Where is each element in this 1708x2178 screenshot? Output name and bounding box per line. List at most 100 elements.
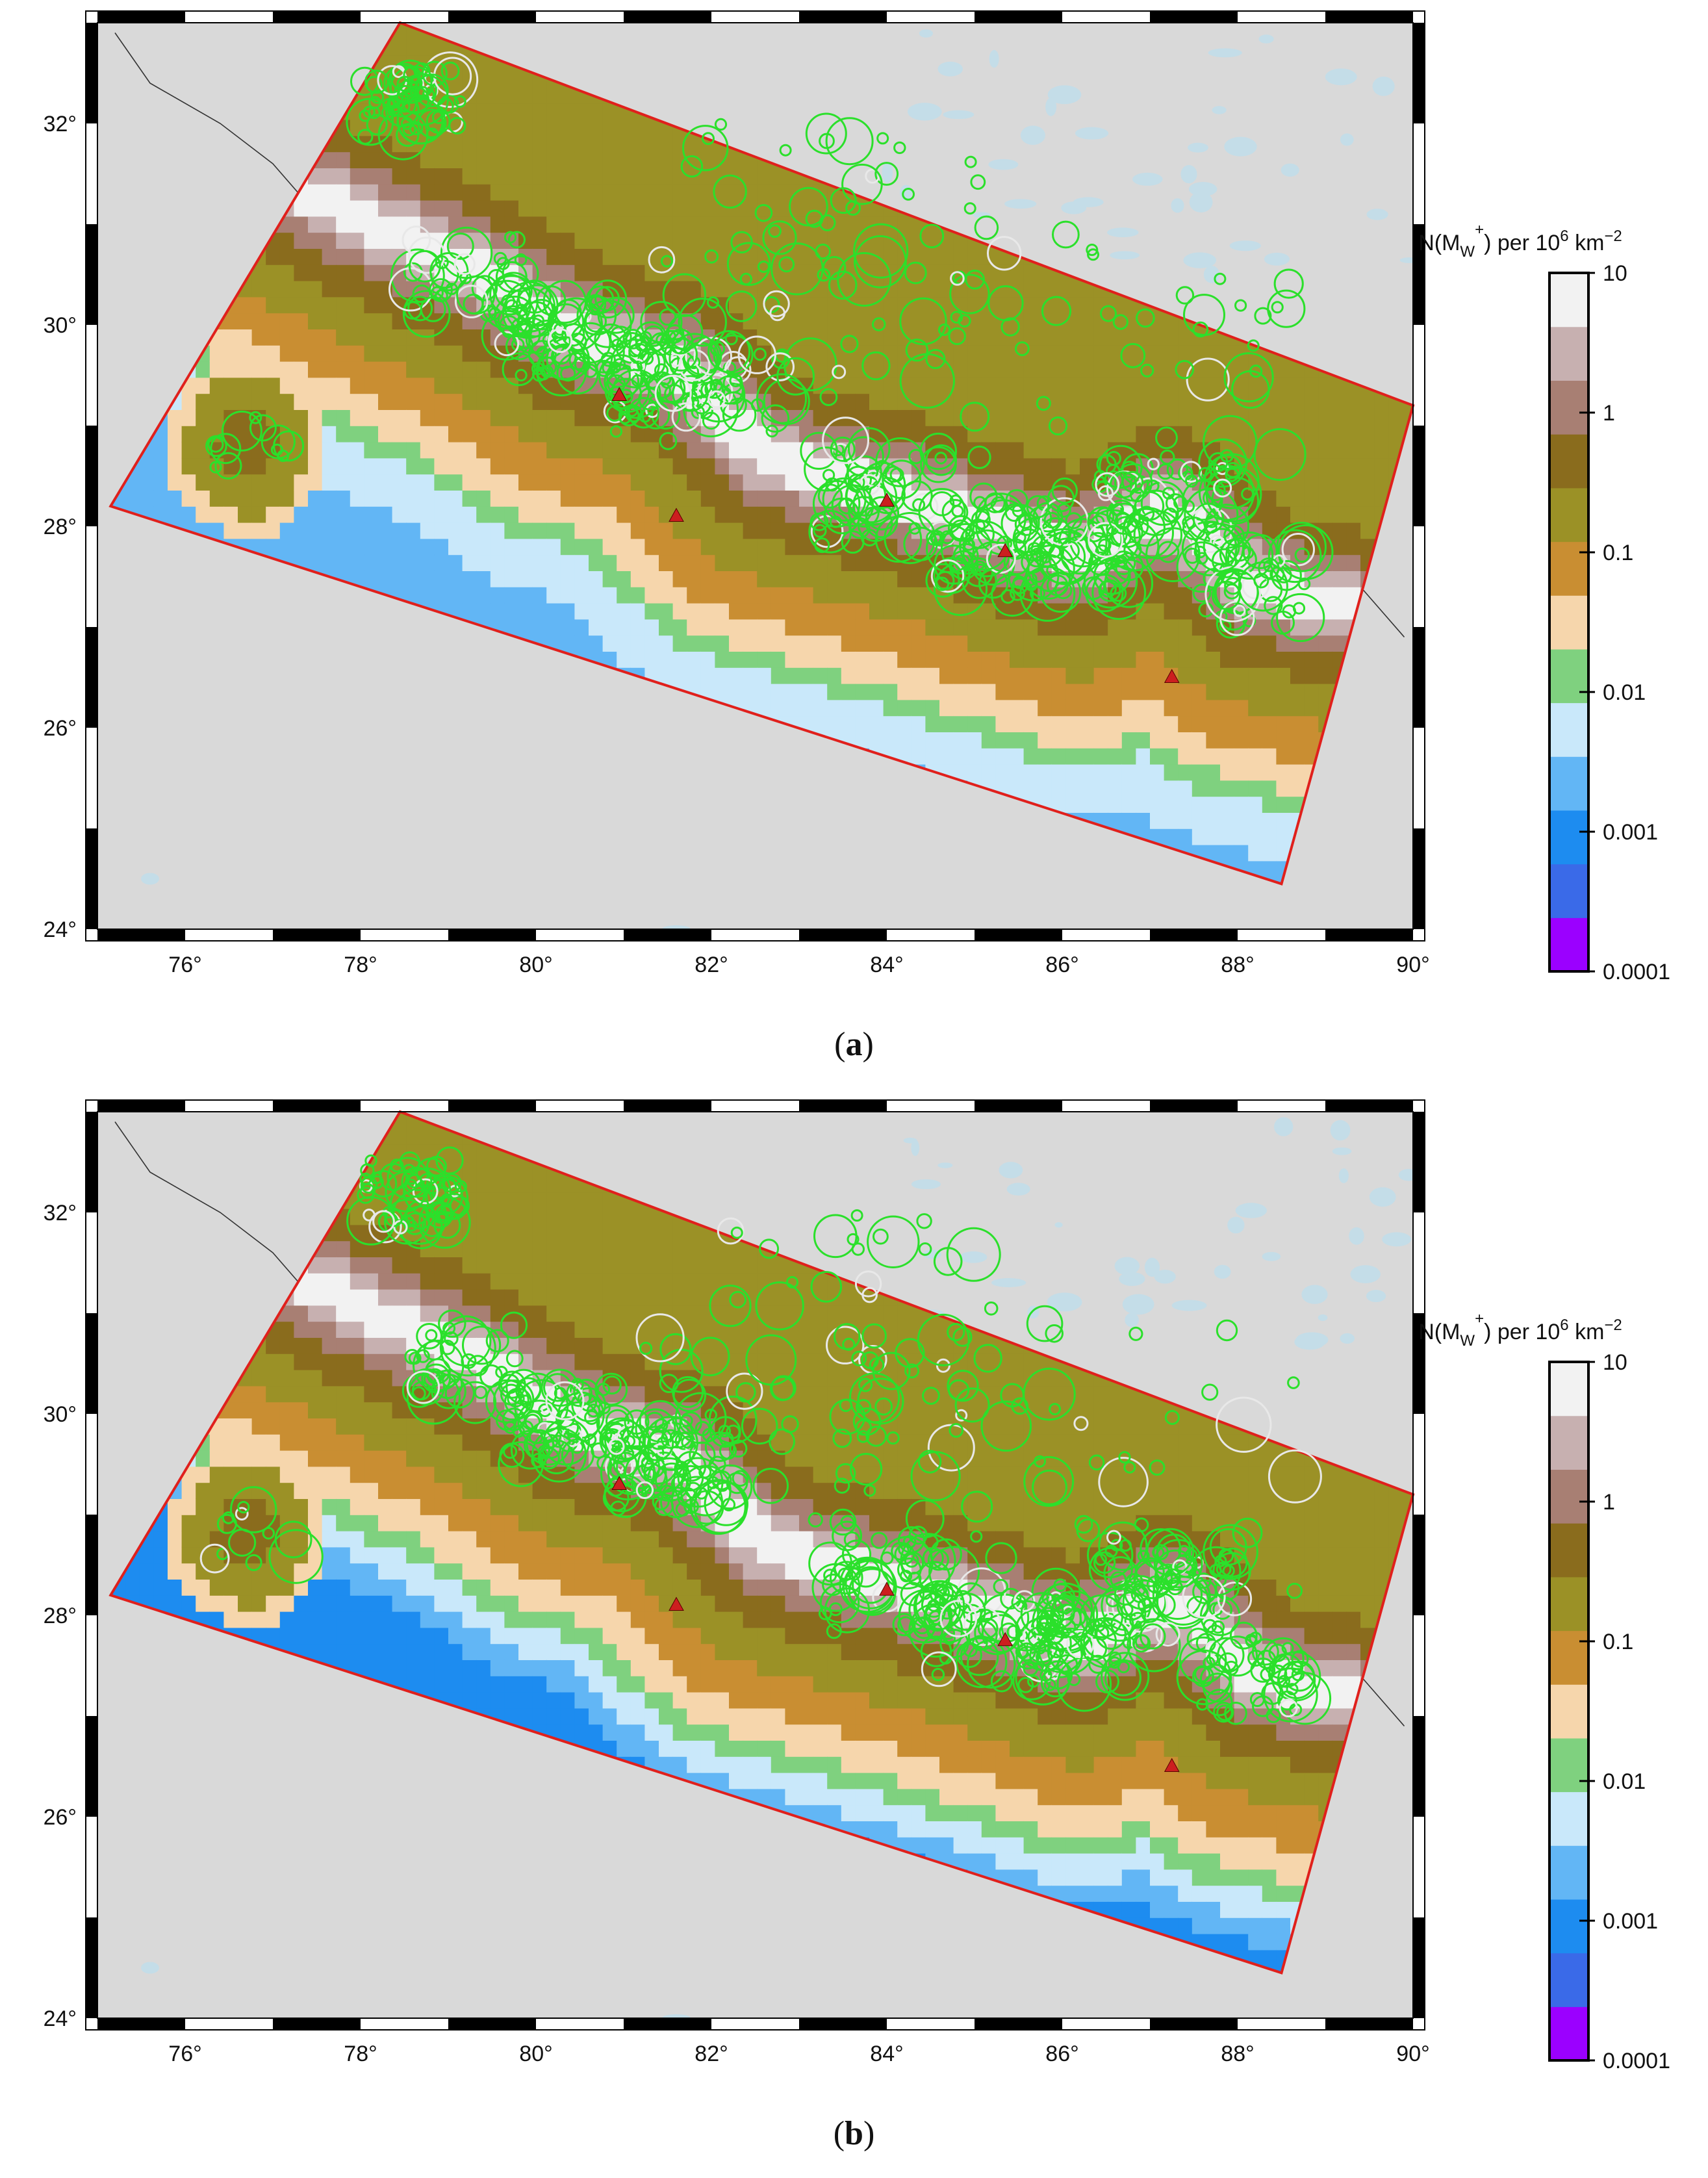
density-cell — [1262, 651, 1277, 668]
density-cell — [462, 135, 477, 153]
density-cell — [757, 554, 772, 571]
density-cell — [1290, 635, 1305, 652]
density-cell — [1220, 409, 1235, 426]
density-cell — [771, 506, 786, 523]
density-cell — [967, 345, 982, 362]
density-cell — [1304, 699, 1319, 717]
density-cell — [350, 409, 365, 426]
density-cell — [925, 377, 940, 394]
density-cell — [1108, 780, 1123, 797]
density-cell — [743, 490, 758, 507]
density-cell — [1304, 715, 1319, 732]
density-cell — [785, 441, 800, 459]
density-cell — [617, 119, 631, 136]
density-cell — [841, 602, 856, 620]
density-cell — [462, 55, 477, 72]
density-cell — [1010, 763, 1025, 781]
density-cell — [687, 199, 702, 217]
density-cell — [532, 248, 547, 265]
density-cell — [659, 602, 674, 620]
density-cell — [799, 409, 814, 426]
density-cell — [981, 313, 997, 329]
density-cell — [897, 280, 912, 298]
density-cell — [841, 715, 856, 732]
density-cell — [1164, 393, 1179, 410]
density-cell — [995, 699, 1010, 717]
density-cell — [813, 345, 828, 362]
density-cell — [602, 441, 617, 459]
density-cell — [574, 409, 589, 426]
density-cell — [1150, 313, 1165, 329]
density-cell — [546, 393, 561, 410]
density-cell — [350, 457, 365, 475]
density-cell — [1164, 763, 1179, 781]
density-cell — [560, 457, 576, 475]
density-cell — [1108, 345, 1123, 362]
density-cell — [1248, 635, 1263, 652]
density-cell — [1038, 441, 1052, 459]
density-cell — [518, 522, 533, 539]
density-cell — [1150, 699, 1165, 717]
density-cell — [546, 506, 561, 523]
density-cell — [981, 619, 997, 636]
density-cell — [967, 619, 982, 636]
density-cell — [168, 457, 183, 475]
density-cell — [813, 554, 828, 571]
density-cell — [406, 345, 421, 362]
density-cell — [1262, 828, 1277, 845]
density-cell — [420, 409, 435, 426]
density-cell — [617, 522, 631, 539]
density-cell — [1065, 296, 1080, 314]
density-cell — [602, 216, 617, 233]
density-cell — [799, 602, 814, 620]
density-cell — [715, 490, 730, 507]
density-cell — [659, 199, 674, 217]
density-cell — [294, 361, 309, 378]
density-cell — [251, 313, 266, 329]
density-cell — [406, 587, 421, 604]
density-cell — [1065, 602, 1080, 620]
density-cell — [1262, 763, 1277, 781]
density-cell — [813, 619, 828, 636]
density-cell — [1192, 812, 1207, 829]
density-cell — [1276, 844, 1291, 862]
density-cell — [827, 587, 842, 604]
density-cell — [1051, 296, 1067, 314]
density-cell — [715, 313, 730, 329]
density-cell — [378, 248, 393, 265]
density-cell — [1164, 345, 1179, 362]
density-cell — [1276, 393, 1291, 410]
density-cell — [434, 168, 449, 185]
density-cell — [617, 168, 631, 185]
density-cell — [266, 522, 281, 539]
density-cell — [308, 457, 323, 475]
density-cell — [1276, 796, 1291, 813]
density-cell — [1080, 651, 1095, 668]
density-cell — [476, 103, 491, 120]
density-cell — [687, 232, 702, 249]
density-cell — [771, 554, 786, 571]
density-cell — [883, 296, 898, 314]
density-cell — [308, 377, 323, 394]
density-cell — [1192, 715, 1207, 732]
density-cell — [785, 313, 800, 329]
density-cell — [757, 587, 772, 604]
density-cell — [757, 602, 772, 620]
density-cell — [308, 361, 323, 378]
density-cell — [700, 184, 716, 201]
lake-shape — [1183, 252, 1216, 268]
density-cell — [981, 457, 997, 475]
density-cell — [700, 280, 716, 298]
density-cell — [911, 393, 926, 410]
density-cell — [560, 151, 576, 168]
density-cell — [406, 377, 421, 394]
density-cell — [757, 199, 772, 217]
density-cell — [1023, 635, 1038, 652]
density-cell — [1262, 490, 1277, 507]
density-cell — [939, 377, 954, 394]
density-cell — [1276, 780, 1291, 797]
density-cell — [532, 87, 547, 104]
density-cell — [1051, 763, 1067, 781]
density-cell — [715, 570, 730, 587]
density-cell — [308, 329, 323, 346]
